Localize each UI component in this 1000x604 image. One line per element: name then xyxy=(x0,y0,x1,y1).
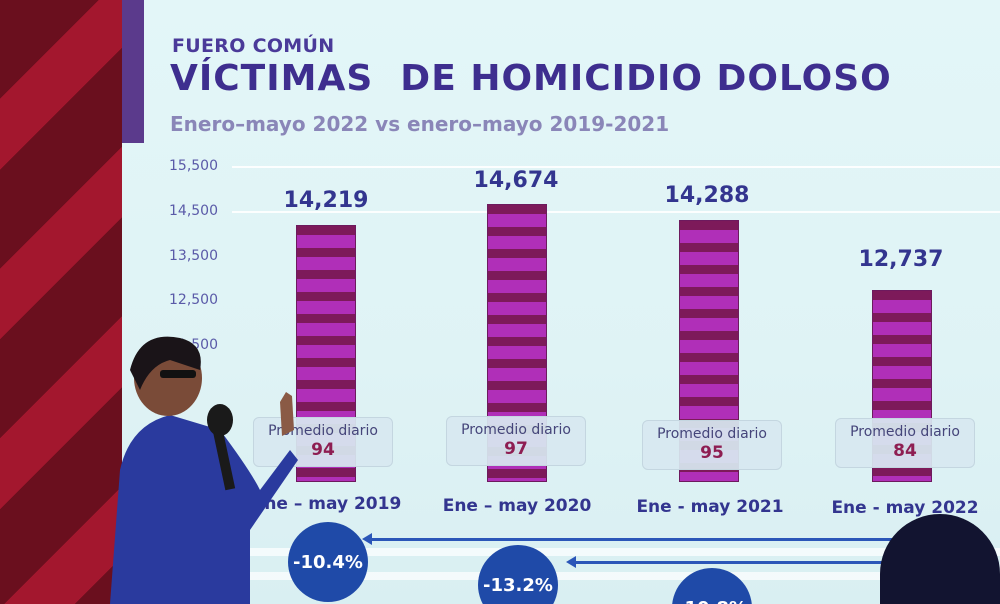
bar-value-label: 14,219 xyxy=(283,188,369,213)
daily-average-value: 94 xyxy=(311,440,335,460)
daily-average-value: 84 xyxy=(893,441,917,461)
bar-value-label: 12,737 xyxy=(858,247,944,272)
daily-average-box: Promedio diario 84 xyxy=(835,418,975,468)
daily-average-label: Promedio diario xyxy=(268,423,378,439)
daily-average-label: Promedio diario xyxy=(657,426,767,442)
slide-category: FUERO COMÚN xyxy=(172,35,335,57)
y-tick: 15,500 xyxy=(169,158,218,174)
daily-average-value: 95 xyxy=(700,443,724,463)
change-badge-2020: -13.2% xyxy=(478,545,558,604)
slide-subtitle: Enero–mayo 2022 vs enero–mayo 2019-2021 xyxy=(170,112,670,136)
stage-backdrop xyxy=(0,0,124,604)
daily-average-box: Promedio diario 97 xyxy=(446,416,586,466)
y-tick: 12,500 xyxy=(169,292,218,308)
presentation-screen: FUERO COMÚN VÍCTIMAS DE HOMICIDIO DOLOSO… xyxy=(122,0,1000,604)
x-category-label: Ene – may 2020 xyxy=(442,496,592,516)
y-tick: 14,500 xyxy=(169,203,218,219)
comparison-arrow-2020 xyxy=(566,556,915,568)
slide-title: VÍCTIMAS DE HOMICIDIO DOLOSO xyxy=(170,58,892,99)
title-accent-bar xyxy=(122,0,144,143)
screen-band xyxy=(242,572,1000,580)
gridline xyxy=(232,166,1000,168)
daily-average-box: Promedio diario 95 xyxy=(642,420,782,470)
comparison-arrow-2019 xyxy=(362,533,915,545)
daily-average-box: Promedio diario 94 xyxy=(253,417,393,467)
y-tick: 13,500 xyxy=(169,248,218,264)
x-category-label: Ene - may 2021 xyxy=(636,497,784,517)
screen-band xyxy=(242,548,1000,556)
speaker-figure xyxy=(110,336,298,604)
bar-value-label: 14,288 xyxy=(664,183,750,208)
daily-average-label: Promedio diario xyxy=(461,422,571,438)
x-category-label: Ene – may 2019 xyxy=(252,494,402,514)
x-category-label: Ene - may 2022 xyxy=(831,498,979,518)
daily-average-label: Promedio diario xyxy=(850,424,960,440)
audience-head-silhouette xyxy=(880,514,1000,604)
change-badge-2019: -10.4% xyxy=(288,522,368,602)
bar-value-label: 14,674 xyxy=(473,168,559,193)
daily-average-value: 97 xyxy=(504,439,528,459)
gridline xyxy=(232,211,1000,213)
